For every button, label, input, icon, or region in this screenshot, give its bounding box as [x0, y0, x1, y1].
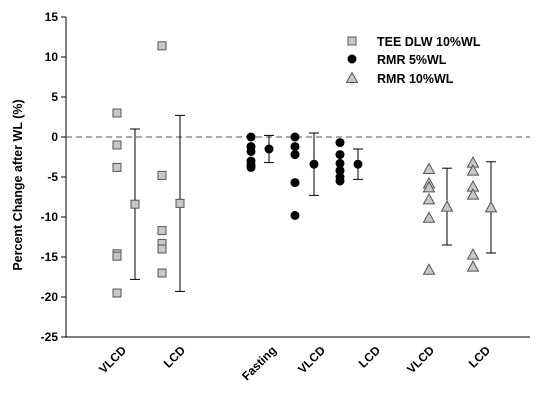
y-tick-label: -25 [41, 330, 59, 344]
y-tick-label: 10 [45, 50, 59, 64]
data-point [335, 138, 345, 148]
x-category-label: LCD [161, 343, 189, 371]
mean-point [484, 200, 498, 213]
data-point [157, 41, 167, 51]
legend: TEE DLW 10%WL RMR 5%WL RMR 10%WL [345, 35, 481, 86]
y-tick-label: -10 [41, 210, 59, 224]
y-axis-title: Percent Change after WL (%) [11, 99, 25, 270]
group-triangle-lcd [466, 156, 498, 272]
data-point [246, 146, 256, 156]
data-point [335, 158, 345, 168]
data-point [246, 162, 256, 172]
x-category-label: VLCD [295, 343, 328, 376]
legend-marker [345, 71, 359, 83]
y-tick-label: 0 [51, 130, 58, 144]
data-point [422, 192, 436, 205]
x-category-label: VLCD [96, 343, 129, 376]
mean-point [309, 159, 319, 169]
data-point [335, 176, 345, 186]
data-point [422, 263, 436, 275]
legend-marker [347, 36, 357, 46]
legend-item: TEE DLW 10%WL [347, 35, 481, 49]
data-point [112, 108, 122, 118]
legend-label: RMR 5%WL [377, 53, 447, 67]
data-point [466, 188, 480, 200]
data-point [157, 244, 167, 254]
data-point [290, 210, 300, 220]
data-point [112, 162, 122, 172]
data-point [157, 226, 167, 236]
mean-point [353, 159, 363, 169]
data-point [290, 178, 300, 188]
data-point [466, 260, 480, 272]
group-square-vlcd [112, 108, 140, 298]
data-point [290, 142, 300, 152]
x-category-label: VLCD [404, 343, 437, 376]
data-point [466, 164, 480, 176]
data-point [422, 211, 436, 223]
group-circle-fasting [246, 132, 274, 172]
data-point [157, 170, 167, 180]
data-point [290, 150, 300, 160]
data-point [112, 140, 122, 150]
data-point [335, 150, 345, 160]
x-category-label: LCD [356, 343, 384, 371]
data-point [112, 251, 122, 261]
data-point [157, 268, 167, 278]
mean-point [264, 144, 274, 154]
legend-item: RMR 10%WL [345, 71, 454, 86]
group-circle-lcd [335, 138, 363, 186]
group-triangle-vlcd [422, 162, 454, 275]
mean-point [130, 199, 140, 209]
axes: 15 10 5 0 -5 -10 -15 -20 -25 Percent Change after… [11, 10, 530, 383]
x-category-label: Fasting [239, 343, 279, 383]
mean-point [175, 198, 185, 208]
group-square-lcd [157, 41, 185, 292]
data-point [466, 248, 480, 260]
data-point [246, 132, 256, 142]
legend-label: TEE DLW 10%WL [377, 35, 481, 49]
group-circle-vlcd [290, 132, 319, 220]
x-category-label: LCD [466, 343, 494, 371]
legend-item: RMR 5%WL [347, 53, 447, 67]
y-tick-label: -5 [47, 170, 58, 184]
y-tick-label: 5 [51, 90, 58, 104]
data-point [290, 132, 300, 142]
data-point [335, 166, 345, 176]
mean-point [440, 200, 454, 212]
data-marks [112, 41, 498, 298]
data-point [422, 162, 436, 174]
legend-label: RMR 10%WL [377, 72, 454, 86]
y-tick-label: -20 [41, 290, 59, 304]
y-tick-label: 15 [45, 10, 59, 24]
y-tick-label: -15 [41, 250, 59, 264]
data-point [422, 180, 436, 193]
data-point [112, 288, 122, 298]
legend-marker [347, 54, 357, 64]
